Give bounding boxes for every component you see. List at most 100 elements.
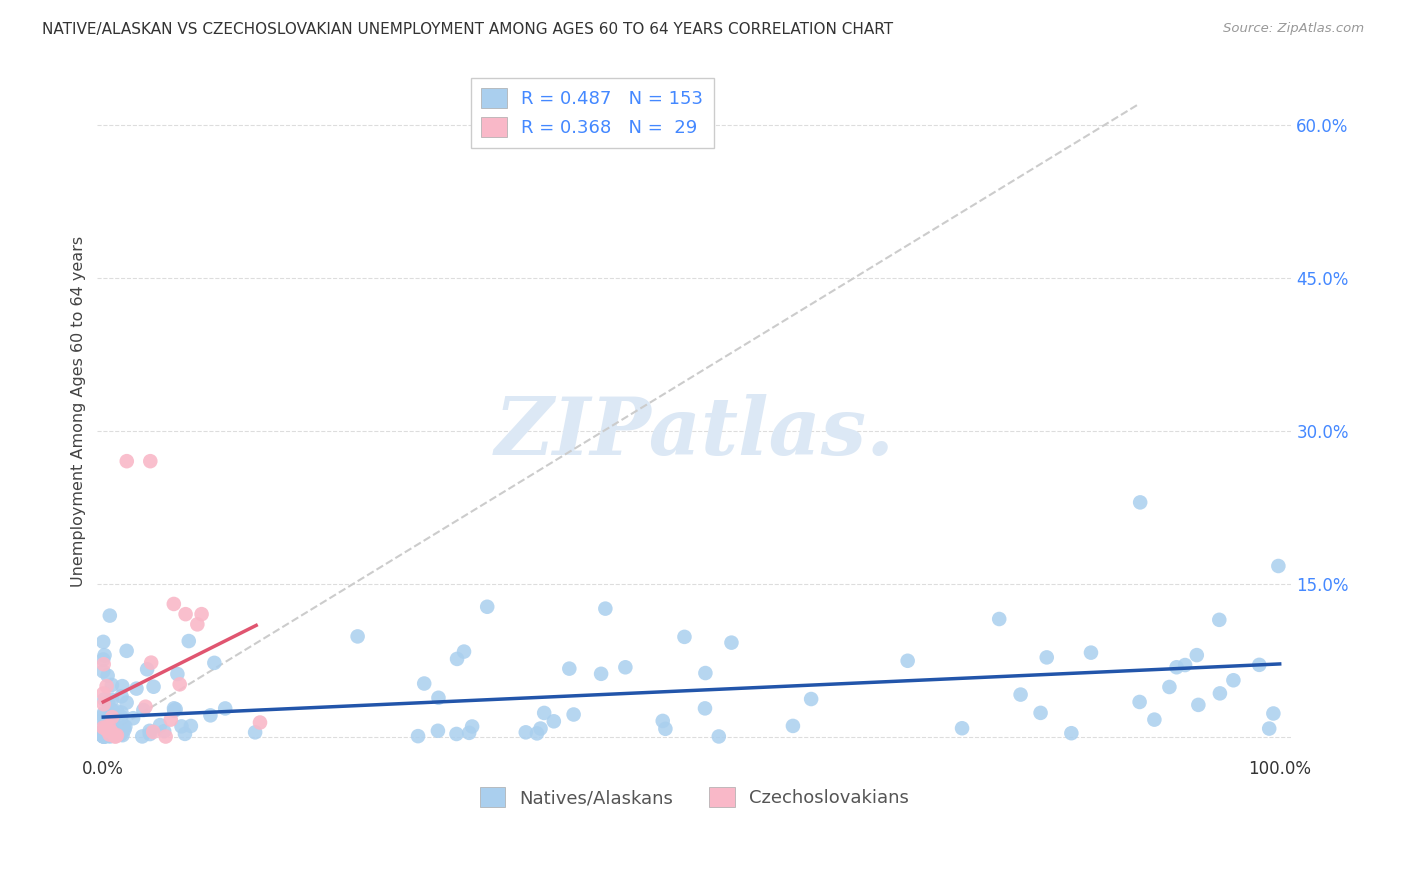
Point — [1029, 706, 1052, 720]
Point — [93, 728, 115, 742]
Point — [103, 714, 125, 729]
Point — [427, 690, 450, 705]
Point — [446, 652, 468, 666]
Point — [97, 668, 120, 682]
Point — [93, 698, 115, 712]
Point — [115, 696, 138, 710]
Point — [96, 718, 118, 732]
Point — [707, 730, 730, 744]
Point — [93, 725, 115, 739]
Point — [614, 660, 637, 674]
Point — [243, 725, 266, 739]
Point — [1143, 713, 1166, 727]
Point — [159, 713, 181, 727]
Point — [654, 722, 676, 736]
Text: ZIPatlas.: ZIPatlas. — [495, 393, 894, 471]
Point — [695, 666, 717, 681]
Point — [101, 727, 124, 741]
Point — [346, 629, 368, 643]
Point — [1129, 495, 1152, 509]
Point — [93, 692, 115, 706]
Point — [110, 710, 132, 724]
Point — [1010, 688, 1032, 702]
Point — [149, 718, 172, 732]
Point — [110, 690, 132, 704]
Point — [111, 728, 134, 742]
Point — [108, 725, 131, 739]
Text: NATIVE/ALASKAN VS CZECHOSLOVAKIAN UNEMPLOYMENT AMONG AGES 60 TO 64 YEARS CORRELA: NATIVE/ALASKAN VS CZECHOSLOVAKIAN UNEMPL… — [42, 22, 893, 37]
Point — [94, 717, 117, 731]
Point — [98, 709, 121, 723]
Point — [142, 724, 165, 739]
Point — [94, 730, 117, 744]
Point — [170, 719, 193, 733]
Point — [110, 706, 132, 720]
Point — [1258, 722, 1281, 736]
Point — [142, 680, 165, 694]
Point — [693, 701, 716, 715]
Point — [543, 714, 565, 729]
Point — [93, 723, 115, 738]
Point — [406, 729, 429, 743]
Point — [1080, 646, 1102, 660]
Point — [132, 703, 155, 717]
Point — [97, 713, 120, 727]
Point — [186, 617, 208, 632]
Point — [139, 727, 162, 741]
Point — [651, 714, 673, 728]
Point — [93, 730, 115, 744]
Point — [458, 726, 481, 740]
Point — [131, 730, 153, 744]
Point — [413, 676, 436, 690]
Point — [96, 722, 118, 736]
Point — [533, 706, 555, 720]
Point — [166, 667, 188, 681]
Point — [91, 635, 114, 649]
Point — [93, 657, 115, 672]
Point — [91, 652, 114, 666]
Point — [110, 727, 132, 741]
Point — [91, 726, 114, 740]
Point — [98, 723, 121, 738]
Point — [477, 599, 499, 614]
Point — [720, 635, 742, 649]
Point — [114, 720, 136, 734]
Point — [136, 662, 159, 676]
Point — [103, 720, 125, 734]
Point — [94, 715, 117, 730]
Point — [529, 722, 551, 736]
Point — [91, 725, 114, 739]
Point — [93, 729, 115, 743]
Point — [141, 656, 163, 670]
Point — [101, 721, 124, 735]
Point — [1159, 680, 1181, 694]
Point — [515, 725, 537, 739]
Point — [155, 730, 177, 744]
Point — [112, 720, 135, 734]
Point — [98, 608, 121, 623]
Point — [104, 730, 127, 744]
Point — [93, 725, 115, 739]
Point — [94, 729, 117, 743]
Point — [1208, 613, 1230, 627]
Point — [1222, 673, 1244, 688]
Point — [100, 724, 122, 739]
Text: Source: ZipAtlas.com: Source: ZipAtlas.com — [1223, 22, 1364, 36]
Point — [98, 728, 121, 742]
Point — [558, 662, 581, 676]
Point — [97, 729, 120, 743]
Point — [461, 719, 484, 733]
Point — [446, 727, 468, 741]
Point — [94, 721, 117, 735]
Point — [153, 724, 176, 739]
Point — [165, 702, 187, 716]
Point — [91, 721, 114, 735]
Point — [163, 704, 186, 718]
Legend: Natives/Alaskans, Czechoslovakians: Natives/Alaskans, Czechoslovakians — [472, 780, 917, 814]
Point — [91, 729, 114, 743]
Point — [115, 644, 138, 658]
Point — [591, 666, 613, 681]
Point — [1174, 658, 1197, 673]
Point — [101, 692, 124, 706]
Point — [91, 729, 114, 743]
